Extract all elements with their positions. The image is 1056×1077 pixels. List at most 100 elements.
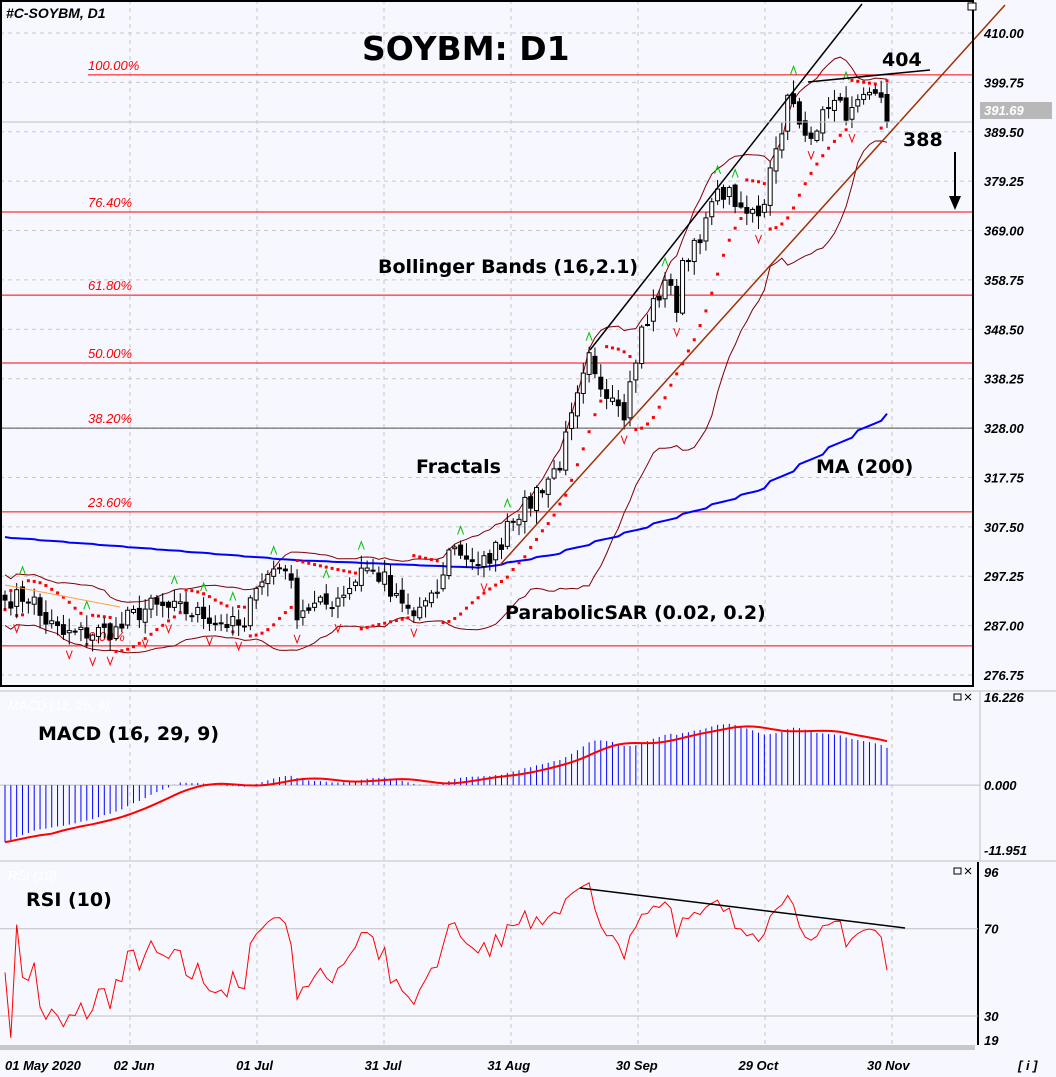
sar-dot	[634, 428, 638, 432]
fractal-down-icon	[65, 650, 73, 661]
fractal-up-icon	[229, 591, 237, 601]
fractal-down-icon	[410, 628, 418, 639]
price-tick-label: 410.00	[983, 26, 1025, 41]
resistance-line[interactable]	[807, 69, 931, 83]
candle-body	[691, 239, 697, 263]
sar-dot	[739, 217, 743, 221]
sar-dot	[499, 580, 503, 584]
candle-body	[113, 626, 119, 639]
candle-body	[802, 120, 808, 136]
candle-body	[796, 101, 802, 125]
fib-level-label: 100.00%	[88, 58, 139, 73]
sar-dot	[441, 621, 445, 625]
sar-dot	[219, 601, 223, 605]
candle-body	[177, 601, 183, 605]
trend-lines[interactable]	[0, 3, 1006, 608]
sar-dot	[546, 522, 550, 526]
sar-dot	[394, 618, 398, 622]
rsi-tick-label: 96	[984, 865, 999, 880]
axes: 410.00 399.75 389.50 379.25 369.00 358.75 348.…	[5, 26, 1027, 1073]
horizontal-scrollbar[interactable]	[0, 1045, 975, 1050]
candle-body	[645, 324, 651, 327]
fractal-down-icon	[480, 583, 488, 593]
price-tick-label: 328.00	[984, 421, 1025, 436]
macd-pane-close-icon[interactable]	[953, 693, 972, 701]
price-tick-label: 287.00	[983, 619, 1025, 634]
fractal-up-icon	[585, 331, 593, 341]
fib-level-label: 23.60%	[87, 495, 132, 510]
rsi-line	[4, 882, 888, 1038]
sar-dot	[50, 587, 54, 591]
fractal-down-icon	[848, 133, 856, 144]
sar-dot	[73, 606, 77, 610]
macd-signal-line	[4, 725, 888, 844]
sar-dot	[190, 589, 194, 593]
sar-dot	[803, 182, 807, 186]
sar-dot	[383, 621, 387, 625]
sar-dot	[242, 605, 246, 609]
candle-body	[791, 93, 797, 105]
fractal-up-icon	[322, 568, 330, 579]
sar-dot	[120, 649, 124, 653]
price-tick-label: 399.75	[984, 75, 1025, 90]
candle-body	[428, 592, 434, 604]
sar-dot	[26, 579, 30, 583]
sar-dot	[324, 565, 328, 569]
sar-dot	[400, 617, 404, 621]
price-tick-label: 389.50	[984, 125, 1025, 140]
orange-line[interactable]	[4, 584, 121, 608]
sar-label: ParabolicSAR (0.02, 0.2)	[505, 602, 766, 624]
candle-body	[866, 91, 872, 96]
sar-dot	[780, 222, 784, 226]
candle-body	[95, 627, 101, 637]
sar-dot	[464, 606, 468, 610]
macd-ghost-label: MACD (12, 26, 9)	[8, 698, 109, 713]
fib-level-label: 61.80%	[88, 278, 132, 293]
rsi-trend-line[interactable]	[579, 887, 906, 929]
channel-lower-line[interactable]	[499, 4, 1006, 566]
candle-body	[125, 609, 131, 626]
candle-body	[826, 107, 832, 110]
sar-dot	[313, 563, 317, 567]
candle-body	[84, 627, 90, 639]
sar-dot	[21, 613, 25, 617]
date-tick-label: 01 May 2020	[5, 1058, 82, 1073]
sar-dot	[143, 637, 147, 641]
candle-body	[557, 467, 563, 471]
candle-body	[347, 587, 353, 595]
sar-dot	[172, 615, 176, 619]
price-tick-label: 276.75	[983, 668, 1025, 683]
sar-dot	[359, 627, 363, 631]
current-price-value: 391.69	[984, 103, 1025, 118]
sar-dot	[815, 162, 819, 166]
candle-body	[469, 559, 475, 563]
candle-body	[715, 188, 721, 202]
sar-dot	[225, 604, 229, 608]
sar-dot	[301, 560, 305, 564]
sar-dot	[535, 537, 539, 541]
fractal-down-icon	[673, 327, 681, 338]
sar-dot	[295, 559, 299, 563]
candle-body	[779, 133, 785, 151]
rsi-pane-close-icon[interactable]	[953, 867, 972, 875]
candle-body	[405, 604, 411, 609]
sar-dot	[511, 567, 515, 571]
sar-dot	[873, 82, 877, 86]
sar-dot	[412, 554, 416, 558]
channel-upper-line[interactable]	[589, 3, 863, 351]
down-arrow-head	[949, 196, 961, 210]
price-tick-label: 358.75	[984, 273, 1025, 288]
sar-dot	[681, 362, 685, 366]
sar-dot	[587, 430, 591, 434]
info-button[interactable]: [ i ]	[1017, 1058, 1038, 1073]
maximize-icon[interactable]	[967, 2, 977, 11]
candle-body	[440, 574, 446, 590]
sar-dot	[762, 182, 766, 186]
sar-dot	[733, 226, 737, 230]
price-tick-label: 369.00	[984, 224, 1025, 239]
fractal-up-icon	[503, 497, 511, 508]
sar-dot	[108, 615, 112, 619]
candle-body	[224, 624, 230, 629]
